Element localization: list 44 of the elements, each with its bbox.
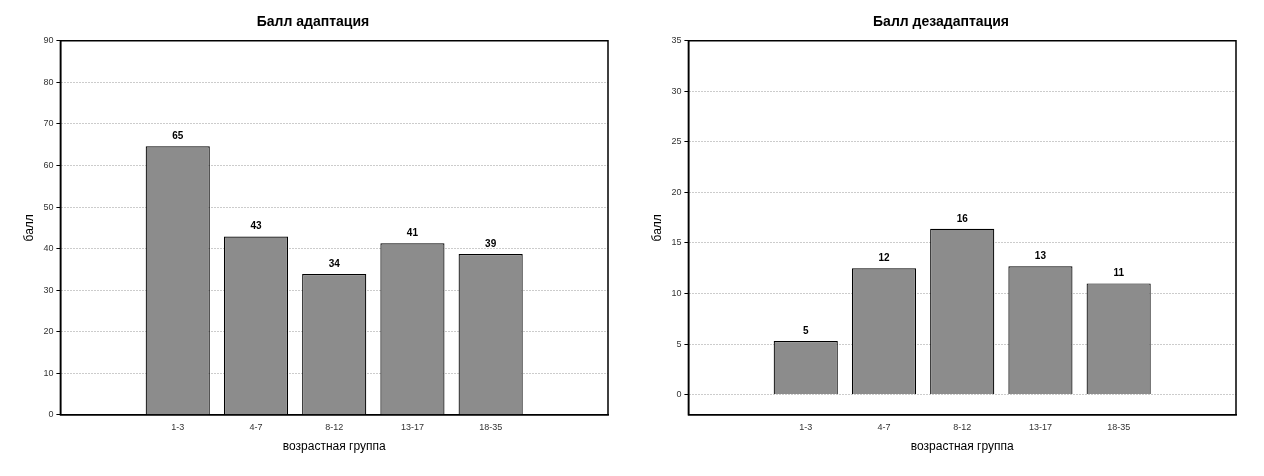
y-tick-label: 25	[671, 136, 682, 147]
y-tick-label: 10	[671, 287, 682, 298]
y-tick-label: 30	[671, 85, 682, 96]
x-tick-label: 4-7	[877, 421, 891, 432]
x-axis-title: возрастная группа	[910, 439, 1014, 454]
data-label: 11	[1113, 267, 1125, 279]
data-label: 5	[802, 324, 809, 336]
x-tick-label: 1-3	[171, 421, 185, 432]
y-tick-label: 0	[48, 409, 54, 420]
data-label: 41	[406, 226, 419, 238]
y-tick-label: 5	[676, 338, 682, 349]
x-tick-label: 18-35	[479, 421, 503, 432]
x-tick-label: 13-17	[1028, 421, 1052, 432]
y-tick-label: 10	[43, 367, 54, 378]
y-tick-label: 60	[43, 159, 54, 170]
x-tick-label: 8-12	[953, 421, 972, 432]
x-tick-label: 8-12	[325, 421, 344, 432]
data-label: 12	[878, 251, 890, 263]
data-label: 34	[328, 257, 341, 269]
data-label: 65	[172, 130, 184, 142]
data-label: 43	[250, 220, 262, 232]
data-label: 13	[1034, 249, 1047, 261]
y-tick-label: 15	[671, 237, 682, 248]
x-tick-label: 4-7	[249, 421, 263, 432]
data-label: 16	[956, 212, 969, 224]
x-tick-label: 18-35	[1107, 421, 1131, 432]
y-tick-label: 20	[43, 326, 54, 337]
y-tick-label: 30	[43, 284, 54, 295]
y-tick-label: 80	[43, 76, 54, 87]
y-tick-label: 40	[43, 243, 54, 254]
chart-title: Балл дезадаптация	[873, 13, 1009, 30]
x-tick-label: 1-3	[799, 421, 813, 432]
y-tick-label: 35	[671, 35, 682, 46]
data-label: 39	[485, 237, 497, 249]
y-tick-label: 90	[43, 35, 54, 46]
y-axis-title: балл	[21, 214, 36, 242]
x-axis-title: возрастная группа	[282, 439, 386, 454]
y-tick-label: 20	[671, 186, 682, 197]
y-axis-title: балл	[649, 214, 664, 242]
chart-title: Балл адаптация	[256, 13, 370, 30]
y-tick-label: 50	[43, 201, 54, 212]
y-tick-label: 0	[676, 389, 682, 400]
y-tick-label: 70	[43, 118, 54, 129]
x-tick-label: 13-17	[400, 421, 424, 432]
